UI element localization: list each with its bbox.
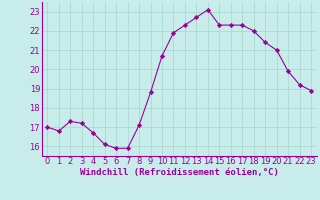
X-axis label: Windchill (Refroidissement éolien,°C): Windchill (Refroidissement éolien,°C): [80, 168, 279, 177]
